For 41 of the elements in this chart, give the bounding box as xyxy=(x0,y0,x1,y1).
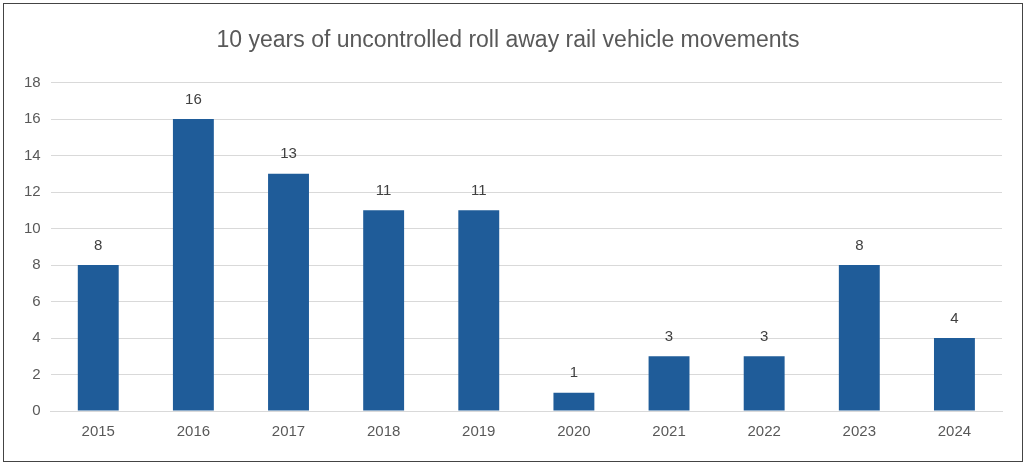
bar xyxy=(363,210,405,411)
x-tick-label: 2022 xyxy=(747,422,781,440)
bar xyxy=(743,356,785,411)
x-tick-label: 2019 xyxy=(462,422,496,440)
y-tick-label: 14 xyxy=(24,145,41,163)
data-label: 3 xyxy=(664,326,674,344)
chart-title: 10 years of uncontrolled roll away rail vehicle movements xyxy=(216,26,800,53)
y-tick-label: 6 xyxy=(32,291,41,309)
bar xyxy=(838,265,880,411)
bar xyxy=(77,265,119,411)
data-label: 16 xyxy=(185,89,202,107)
y-tick-label: 0 xyxy=(32,401,41,419)
data-label: 4 xyxy=(950,308,959,326)
data-label: 3 xyxy=(760,326,769,344)
x-tick-label: 2020 xyxy=(557,422,591,440)
bar xyxy=(172,119,214,411)
y-tick-label: 12 xyxy=(24,182,41,200)
x-tick-label: 2017 xyxy=(271,422,306,440)
y-tick-label: 16 xyxy=(24,109,41,127)
data-label: 11 xyxy=(470,180,487,198)
x-tick-label: 2015 xyxy=(81,422,115,440)
y-tick-label: 10 xyxy=(24,218,41,236)
y-tick-label: 8 xyxy=(32,255,41,273)
x-tick-label: 2021 xyxy=(652,422,686,440)
x-tick-label: 2016 xyxy=(176,422,211,440)
x-tick-label: 2023 xyxy=(842,422,876,440)
bar xyxy=(648,356,690,411)
x-tick-label: 2018 xyxy=(366,422,401,440)
data-label: 11 xyxy=(375,180,392,198)
y-tick-label: 18 xyxy=(24,72,41,90)
data-label: 8 xyxy=(94,235,103,253)
data-label: 8 xyxy=(855,235,864,253)
y-tick-label: 4 xyxy=(32,328,41,346)
data-label: 1 xyxy=(569,363,579,381)
x-tick-label: 2024 xyxy=(937,422,972,440)
bar xyxy=(933,338,975,411)
data-label: 13 xyxy=(280,144,297,162)
bar xyxy=(458,210,500,411)
y-tick-label: 2 xyxy=(32,364,41,382)
bar xyxy=(553,392,595,411)
bar xyxy=(268,173,309,411)
